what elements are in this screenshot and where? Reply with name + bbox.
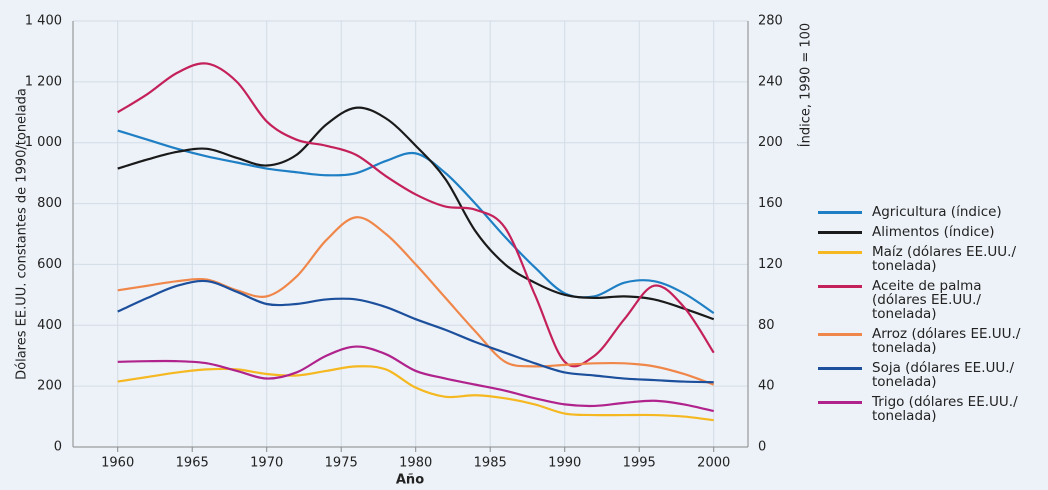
y-tick-label: 600 (37, 257, 62, 272)
legend-label: Trigo (dólares EE.UU./tonelada) (872, 394, 1018, 424)
y-tick-label: 1 200 (25, 74, 62, 89)
legend-label: Alimentos (índice) (872, 224, 995, 240)
y-tick-label: 200 (37, 379, 62, 394)
legend-item: Trigo (dólares EE.UU./tonelada) (818, 395, 1022, 423)
legend-swatch (818, 231, 862, 234)
legend-item: Agricultura (índice) (818, 205, 1022, 219)
x-tick-label: 1960 (101, 456, 134, 471)
legend-label: Arroz (dólares EE.UU./tonelada) (872, 326, 1021, 356)
x-tick-label: 1980 (399, 456, 432, 471)
y-tick-label: 1 400 (25, 14, 62, 29)
y-tick-label: 0 (54, 440, 62, 455)
y-tick-label: 800 (37, 196, 62, 211)
legend-swatch (818, 367, 862, 370)
legend-item: Alimentos (índice) (818, 225, 1022, 239)
y2-tick-label: 0 (758, 440, 766, 455)
y2-tick-label: 120 (758, 257, 783, 272)
x-tick-label: 1975 (325, 456, 358, 471)
y2-tick-label: 80 (758, 318, 775, 333)
series-line (117, 345, 714, 413)
y2-tick-label: 240 (758, 74, 783, 89)
y2-tick-label: 40 (758, 379, 775, 394)
x-tick-label: 1985 (474, 456, 507, 471)
legend-item: Soja (dólares EE.UU./tonelada) (818, 361, 1022, 389)
legend-swatch (818, 251, 862, 254)
series-line (117, 365, 714, 422)
legend-swatch (818, 211, 862, 214)
series-line (117, 129, 715, 315)
x-tick-label: 1965 (176, 456, 209, 471)
y2-axis-title: Índice, 1990 = 100 (798, 23, 814, 147)
legend-swatch (818, 333, 862, 336)
x-tick-label: 1970 (250, 456, 283, 471)
legend-swatch (818, 401, 862, 404)
legend: Agricultura (índice) Alimentos (índice) Ma… (818, 205, 1020, 429)
legend-label: Aceite de palma (dólares EE.UU./tonelada… (872, 278, 982, 322)
x-tick-label: 1995 (623, 456, 656, 471)
x-tick-label: 1990 (548, 456, 581, 471)
series-line (117, 216, 715, 386)
legend-swatch (818, 285, 862, 288)
y-tick-label: 1 000 (25, 135, 62, 150)
x-tick-label: 2000 (697, 456, 730, 471)
y2-tick-label: 280 (758, 14, 783, 29)
legend-item: Aceite de palma (dólares EE.UU./tonelada… (818, 279, 1022, 321)
y2-tick-label: 160 (758, 196, 783, 211)
legend-item: Arroz (dólares EE.UU./tonelada) (818, 327, 1022, 355)
legend-label: Soja (dólares EE.UU./tonelada) (872, 360, 1015, 390)
y-axis-title: Dólares EE.UU. constantes de 1990/tonela… (15, 88, 30, 380)
series-line (117, 62, 715, 368)
legend-label: Agricultura (índice) (872, 204, 1002, 220)
legend-label: Maíz (dólares EE.UU./tonelada) (872, 244, 1017, 274)
series-line (117, 279, 714, 384)
y-tick-label: 400 (37, 318, 62, 333)
x-axis-title: Año (396, 473, 424, 488)
series-line (117, 106, 715, 321)
y2-tick-label: 200 (758, 135, 783, 150)
legend-item: Maíz (dólares EE.UU./tonelada) (818, 245, 1022, 273)
